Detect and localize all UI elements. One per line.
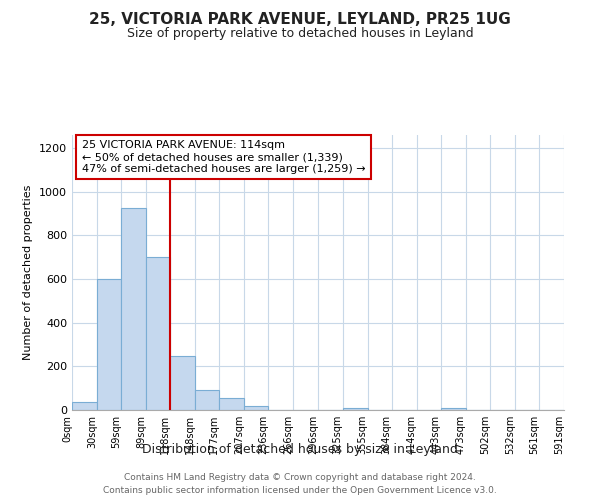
Text: Size of property relative to detached houses in Leyland: Size of property relative to detached ho… (127, 28, 473, 40)
Text: 25, VICTORIA PARK AVENUE, LEYLAND, PR25 1UG: 25, VICTORIA PARK AVENUE, LEYLAND, PR25 … (89, 12, 511, 28)
Bar (72, 402, 97, 410)
Text: Contains public sector information licensed under the Open Government Licence v3: Contains public sector information licen… (103, 486, 497, 495)
Bar (97, 280, 121, 410)
Bar (195, 390, 220, 410)
Text: Contains HM Land Registry data © Crown copyright and database right 2024.: Contains HM Land Registry data © Crown c… (124, 472, 476, 482)
Bar (170, 356, 195, 410)
Y-axis label: Number of detached properties: Number of detached properties (23, 185, 34, 360)
Bar (121, 208, 146, 410)
Bar (244, 406, 268, 410)
Bar (343, 408, 368, 410)
Bar (146, 257, 170, 410)
Text: Distribution of detached houses by size in Leyland: Distribution of detached houses by size … (142, 442, 458, 456)
Bar (220, 398, 244, 410)
Bar (441, 408, 466, 410)
Text: 25 VICTORIA PARK AVENUE: 114sqm
← 50% of detached houses are smaller (1,339)
47%: 25 VICTORIA PARK AVENUE: 114sqm ← 50% of… (82, 140, 365, 173)
